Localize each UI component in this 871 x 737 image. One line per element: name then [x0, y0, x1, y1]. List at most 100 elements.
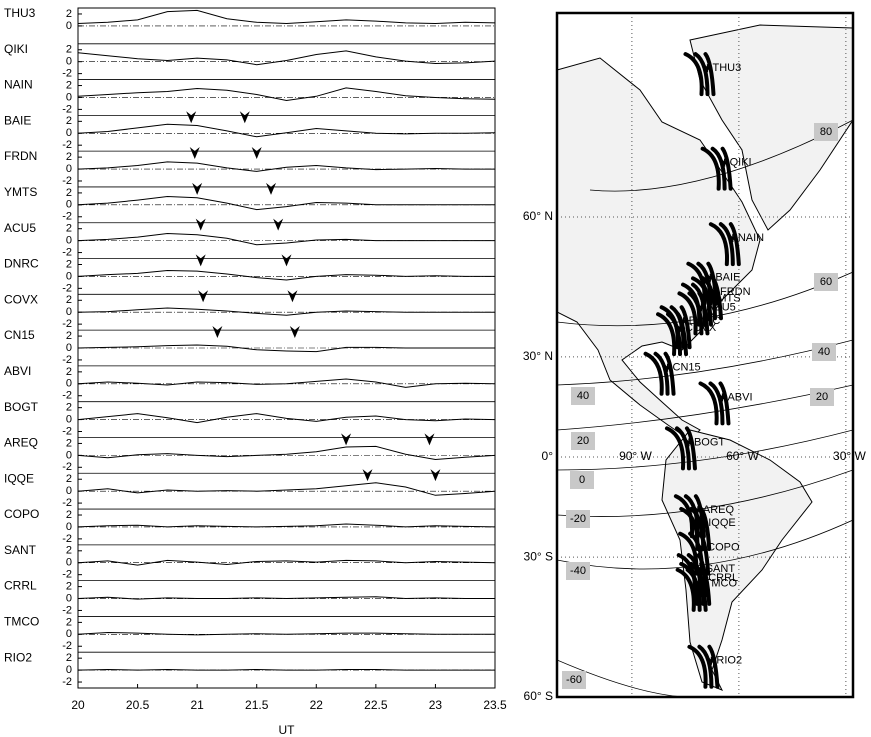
contour-line — [557, 429, 853, 471]
station-label: BOGT — [694, 436, 725, 448]
land-greenland — [689, 24, 853, 231]
y-tick-label: 0 — [66, 306, 72, 318]
trace — [77, 413, 496, 424]
trace — [77, 445, 496, 461]
y-tick-label: 0 — [66, 270, 72, 282]
y-tick-label: 2 — [66, 44, 72, 56]
station-marker — [701, 294, 709, 303]
station-label: NAIN — [738, 232, 764, 244]
y-tick-label: 2 — [66, 402, 72, 414]
lat-tick-label: 30° S — [524, 549, 553, 563]
y-tick-label: 2 — [66, 223, 72, 235]
y-tick-label: 2 — [66, 545, 72, 557]
contour-label: 0 — [579, 474, 585, 486]
y-tick-label: -2 — [62, 533, 72, 545]
trace — [77, 344, 495, 353]
x-tick-label: 21 — [190, 698, 204, 712]
y-tick-label: 0 — [66, 557, 72, 569]
y-tick-label: 0 — [66, 521, 72, 533]
arrow-marker — [266, 182, 277, 195]
trace — [77, 50, 496, 66]
station-marker — [718, 393, 727, 402]
arrow-marker — [192, 182, 203, 195]
y-tick-label: 0 — [66, 342, 72, 354]
y-tick-label: 0 — [66, 235, 72, 247]
contour-label-box — [812, 343, 836, 361]
y-tick-label: 2 — [66, 652, 72, 664]
y-tick-label: -2 — [62, 569, 72, 581]
y-tick-label: 2 — [66, 8, 72, 20]
contour-label: 80 — [820, 126, 832, 138]
y-tick-label: 0 — [66, 413, 72, 425]
station-label: THU3 — [712, 62, 741, 74]
footprint-track — [698, 381, 719, 426]
y-tick-label: 0 — [66, 592, 72, 604]
station-marker — [679, 317, 688, 326]
y-tick-label: 2 — [66, 115, 72, 127]
x-tick-label: 23 — [429, 698, 443, 712]
station-label: BOGT — [4, 400, 39, 414]
trace — [77, 269, 495, 281]
arrow-marker — [341, 433, 352, 446]
contour-label: -40 — [570, 565, 586, 577]
x-tick-label: 21.5 — [245, 698, 269, 712]
y-tick-label: 0 — [66, 91, 72, 103]
y-tick-label: 0 — [66, 378, 72, 390]
y-tick-label: -2 — [62, 497, 72, 509]
station-marker — [684, 438, 693, 447]
station-label: ABVI — [4, 364, 31, 378]
y-tick-label: -2 — [62, 354, 72, 366]
station-label: FRDN — [720, 286, 751, 298]
y-tick-label: 2 — [66, 366, 72, 378]
contour-label: -60 — [566, 674, 582, 686]
station-marker — [676, 324, 685, 333]
station-marker — [710, 288, 719, 297]
arrow-marker — [195, 218, 206, 231]
arrow-marker — [289, 326, 300, 338]
station-label: DNRC — [4, 257, 39, 271]
station-label: BAIE — [4, 113, 31, 127]
y-tick-label: -2 — [62, 68, 72, 80]
station-label: AREQ — [703, 504, 735, 516]
station-marker — [728, 234, 737, 243]
station-label: NAIN — [4, 78, 33, 92]
station-label: TMCO — [4, 614, 39, 628]
y-tick-label: 0 — [66, 56, 72, 68]
station-label: SANT — [706, 563, 736, 575]
station-label: COVX — [4, 292, 38, 306]
trace — [77, 9, 496, 25]
y-tick-label: -2 — [62, 139, 72, 151]
y-tick-label: 0 — [66, 20, 72, 32]
trace — [77, 307, 495, 316]
arrow-marker — [362, 469, 373, 482]
station-label: RIO2 — [4, 650, 32, 664]
map-frame — [555, 11, 855, 699]
contour-label: 60 — [820, 276, 832, 288]
footprint-track — [677, 291, 698, 336]
contour-label-box — [814, 123, 838, 141]
station-marker — [696, 565, 705, 574]
y-tick-label: 2 — [66, 509, 72, 521]
y-tick-label: 2 — [66, 258, 72, 270]
y-tick-label: 2 — [66, 473, 72, 485]
trace — [77, 559, 496, 566]
station-label: YMTS — [710, 293, 741, 305]
station-label: THU3 — [4, 6, 36, 20]
lon-tick-label: 60° W — [726, 449, 759, 463]
y-tick-label: -2 — [62, 318, 72, 330]
lon-tick-label: 90° W — [619, 449, 652, 463]
y-tick-label: -2 — [62, 175, 72, 187]
station-marker — [695, 579, 704, 588]
contour-label-box — [571, 432, 595, 450]
footprint-track — [687, 644, 708, 689]
y-tick-label: 0 — [66, 628, 72, 640]
station-label: CN15 — [4, 328, 35, 342]
land-south-america — [661, 429, 813, 691]
contour-label: 20 — [816, 391, 828, 403]
trace — [77, 87, 496, 102]
lon-tick-label: 30° W — [833, 449, 866, 463]
contour-label-box — [566, 510, 590, 528]
station-marker — [693, 506, 702, 515]
